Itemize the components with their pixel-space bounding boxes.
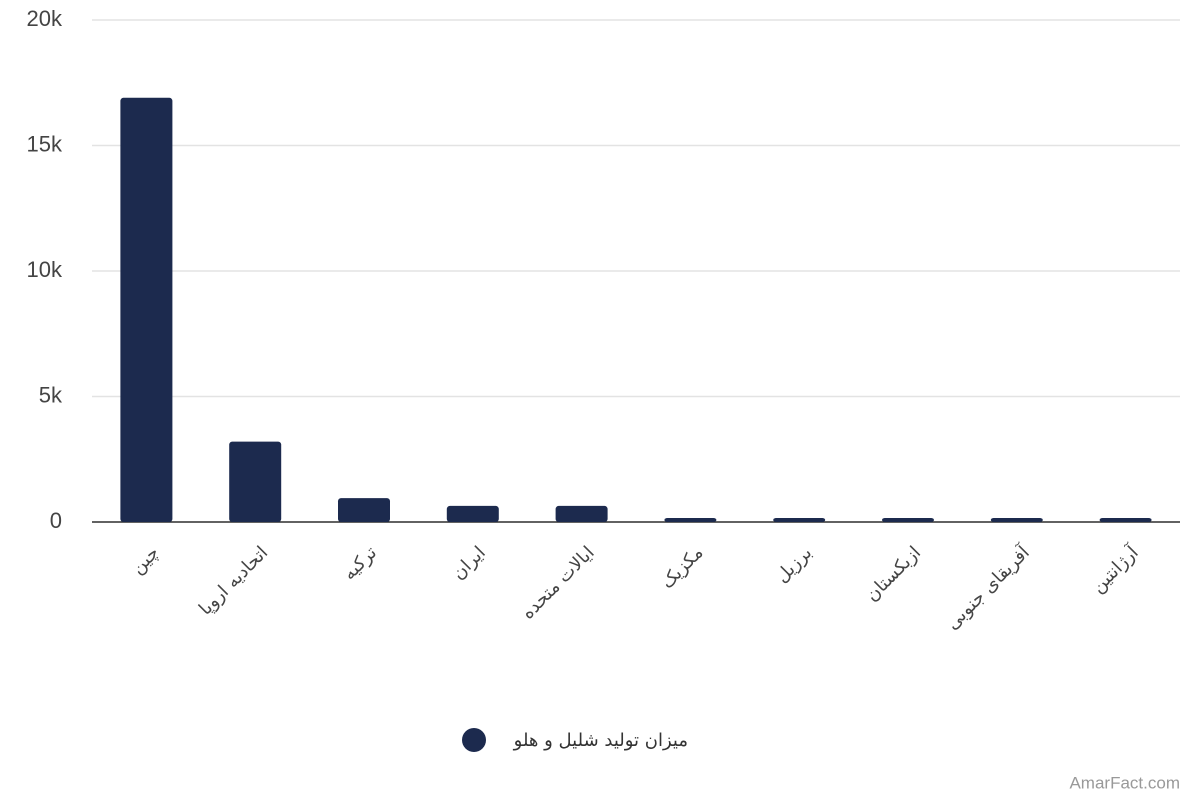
y-tick-label: 15k: [27, 131, 63, 156]
bar: [446, 505, 499, 522]
bar: [120, 97, 173, 522]
x-tick-label: آرژانتین: [1086, 540, 1143, 597]
x-tick-label: آفریقای جنوبی: [941, 540, 1035, 634]
bar: [338, 498, 390, 522]
bar: [1099, 517, 1152, 522]
x-tick-label: ازبکستان: [862, 542, 926, 606]
bar: [773, 517, 826, 522]
bar: [555, 505, 608, 522]
x-tick-label: چین: [127, 542, 163, 578]
legend-marker: [462, 728, 486, 752]
y-tick-label: 10k: [27, 257, 63, 282]
x-tick-label: برزیل: [772, 542, 817, 587]
bar: [664, 517, 717, 522]
bar: [229, 441, 282, 522]
x-tick-label: ترکیه: [339, 542, 381, 584]
legend-label: میزان تولید شلیل و هلو: [513, 730, 688, 751]
y-tick-label: 20k: [27, 6, 63, 31]
bar: [990, 517, 1043, 522]
y-tick-label: 5k: [39, 382, 63, 407]
watermark: AmarFact.com: [1069, 773, 1180, 792]
x-tick-label: ایالات متحده: [517, 542, 598, 623]
bar: [882, 517, 934, 522]
x-tick-label: مکزیک: [657, 542, 708, 593]
x-tick-label: اتحادیه اروپا: [195, 542, 272, 619]
x-tick-label: ایران: [448, 542, 490, 584]
y-tick-label: 0: [50, 508, 62, 533]
